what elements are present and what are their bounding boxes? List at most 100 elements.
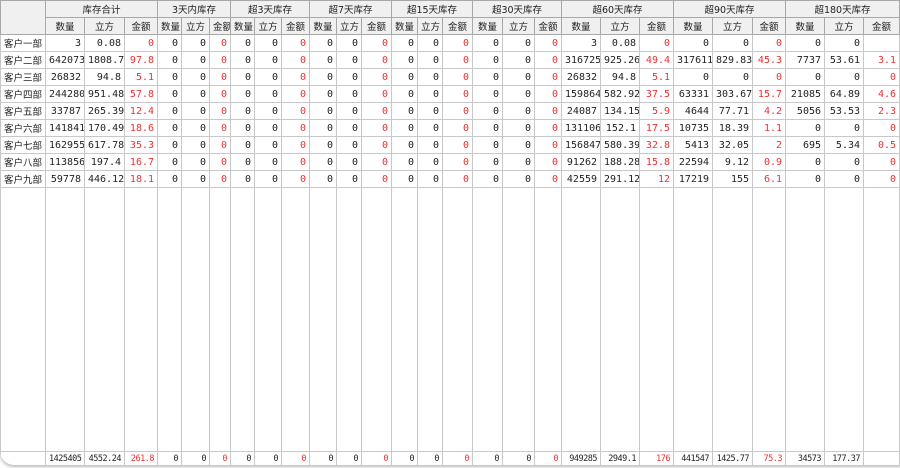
- cell-qty[interactable]: 0: [785, 170, 826, 188]
- cell-qty[interactable]: 0: [472, 170, 504, 188]
- cell-amount[interactable]: 0: [442, 51, 474, 69]
- cell-qty[interactable]: 0: [785, 68, 826, 86]
- cell-qty[interactable]: 162955: [45, 136, 85, 154]
- cell-volume[interactable]: 53.53: [824, 102, 865, 120]
- cell-volume[interactable]: 0: [254, 119, 283, 137]
- cell-amount[interactable]: 0: [209, 51, 232, 69]
- cell-volume[interactable]: 2949.1: [600, 451, 641, 465]
- cell-volume[interactable]: 0: [336, 34, 363, 52]
- cell-amount[interactable]: 0: [281, 136, 311, 154]
- cell-qty[interactable]: 316725: [561, 51, 602, 69]
- cell-amount[interactable]: 0: [361, 51, 393, 69]
- cell-amount[interactable]: 0: [534, 170, 563, 188]
- cell-amount[interactable]: 18.6: [123, 119, 159, 137]
- cell-volume[interactable]: 0.08: [600, 34, 641, 52]
- cell-amount[interactable]: 15.8: [639, 153, 675, 171]
- cell-qty[interactable]: 0: [157, 85, 183, 103]
- cell-qty[interactable]: 244280: [45, 85, 85, 103]
- cell-volume[interactable]: 0: [824, 68, 865, 86]
- cell-qty[interactable]: 695: [785, 136, 826, 154]
- cell-qty[interactable]: 0: [391, 119, 419, 137]
- cell-amount[interactable]: 0: [281, 51, 311, 69]
- cell-qty[interactable]: 3: [45, 34, 85, 52]
- table-row[interactable]: 客户六部 141841 170.49 18.6 0 0 0 0 0 0 0 0 0 0 0 0 0 0 0 13110…: [0, 119, 900, 137]
- cell-amount[interactable]: 0: [281, 102, 311, 120]
- cell-qty[interactable]: 7737: [785, 51, 826, 69]
- cell-qty[interactable]: 4644: [673, 102, 714, 120]
- cell-amount[interactable]: 0: [361, 136, 393, 154]
- cell-qty[interactable]: 0: [391, 153, 419, 171]
- table-row[interactable]: 客户八部 113856 197.4 16.7 0 0 0 0 0 0 0 0 0 0 0 0 0 0 0 91262 1…: [0, 153, 900, 171]
- cell-volume[interactable]: 0: [824, 153, 865, 171]
- cell-volume[interactable]: 188.28: [600, 153, 641, 171]
- table-row[interactable]: 客户九部 59778 446.12 18.1 0 0 0 0 0 0 0 0 0 0 0 0 0 0 0 42559 2…: [0, 170, 900, 188]
- column-header-volume[interactable]: 立方: [600, 17, 641, 35]
- cell-amount[interactable]: 0: [442, 68, 474, 86]
- column-header-amount[interactable]: 金额: [281, 17, 311, 35]
- cell-qty[interactable]: 0: [391, 170, 419, 188]
- cell-volume[interactable]: 0: [254, 51, 283, 69]
- cell-amount[interactable]: 0: [442, 170, 474, 188]
- cell-volume[interactable]: 0: [181, 119, 211, 137]
- cell-qty[interactable]: 0: [472, 153, 504, 171]
- cell-amount[interactable]: 0: [534, 153, 563, 171]
- cell-volume[interactable]: 0: [181, 102, 211, 120]
- cell-qty[interactable]: 113856: [45, 153, 85, 171]
- cell-qty[interactable]: 0: [472, 451, 504, 465]
- cell-amount[interactable]: 0: [534, 102, 563, 120]
- cell-qty[interactable]: 33787: [45, 102, 85, 120]
- column-header-qty[interactable]: 数量: [309, 17, 338, 35]
- cell-volume[interactable]: 152.1: [600, 119, 641, 137]
- column-header-qty[interactable]: 数量: [230, 17, 256, 35]
- group-header[interactable]: 超30天库存: [472, 0, 563, 18]
- cell-qty[interactable]: 0: [230, 119, 256, 137]
- cell-amount[interactable]: 0: [209, 170, 232, 188]
- cell-volume[interactable]: 18.39: [712, 119, 754, 137]
- cell-qty[interactable]: 949285: [561, 451, 602, 465]
- cell-amount[interactable]: 176: [639, 451, 675, 465]
- cell-amount[interactable]: 0: [123, 34, 159, 52]
- cell-qty[interactable]: 0: [472, 85, 504, 103]
- row-header[interactable]: 客户七部: [0, 136, 46, 154]
- row-header[interactable]: 客户二部: [0, 51, 46, 69]
- cell-volume[interactable]: 134.15: [600, 102, 641, 120]
- cell-qty[interactable]: 0: [391, 102, 419, 120]
- cell-volume[interactable]: 0: [336, 119, 363, 137]
- column-header-volume[interactable]: 立方: [254, 17, 283, 35]
- row-header[interactable]: 客户五部: [0, 102, 46, 120]
- cell-volume[interactable]: 0: [502, 68, 536, 86]
- cell-amount[interactable]: 0: [534, 136, 563, 154]
- cell-amount[interactable]: 0: [209, 85, 232, 103]
- cell-qty[interactable]: 0: [785, 34, 826, 52]
- cell-volume[interactable]: 0: [502, 85, 536, 103]
- cell-volume[interactable]: 0: [502, 51, 536, 69]
- cell-amount[interactable]: 0: [863, 153, 900, 171]
- cell-volume[interactable]: 0: [502, 119, 536, 137]
- cell-qty[interactable]: 0: [230, 170, 256, 188]
- cell-volume[interactable]: 0: [181, 68, 211, 86]
- cell-amount[interactable]: 0: [863, 119, 900, 137]
- cell-amount[interactable]: 16.7: [123, 153, 159, 171]
- cell-qty[interactable]: 63331: [673, 85, 714, 103]
- group-header[interactable]: 超3天库存: [230, 0, 311, 18]
- cell-amount[interactable]: 4.2: [752, 102, 787, 120]
- cell-qty[interactable]: 0: [157, 119, 183, 137]
- cell-volume[interactable]: 0: [502, 451, 536, 465]
- cell-volume[interactable]: 0: [417, 451, 444, 465]
- cell-qty[interactable]: 0: [391, 51, 419, 69]
- cell-qty[interactable]: 0: [391, 451, 419, 465]
- cell-qty[interactable]: 0: [230, 451, 256, 465]
- cell-qty[interactable]: 0: [230, 153, 256, 171]
- cell-amount[interactable]: 18.1: [123, 170, 159, 188]
- row-header[interactable]: [0, 451, 46, 465]
- cell-amount[interactable]: 17.5: [639, 119, 675, 137]
- cell-volume[interactable]: 0: [336, 153, 363, 171]
- column-header-amount[interactable]: 金额: [442, 17, 474, 35]
- cell-volume[interactable]: 94.8: [600, 68, 641, 86]
- cell-volume[interactable]: 0: [181, 85, 211, 103]
- cell-qty[interactable]: 0: [157, 51, 183, 69]
- cell-volume[interactable]: 446.12: [84, 170, 125, 188]
- cell-amount[interactable]: 5.9: [639, 102, 675, 120]
- cell-qty[interactable]: 0: [391, 34, 419, 52]
- cell-volume[interactable]: 1808.7: [84, 51, 125, 69]
